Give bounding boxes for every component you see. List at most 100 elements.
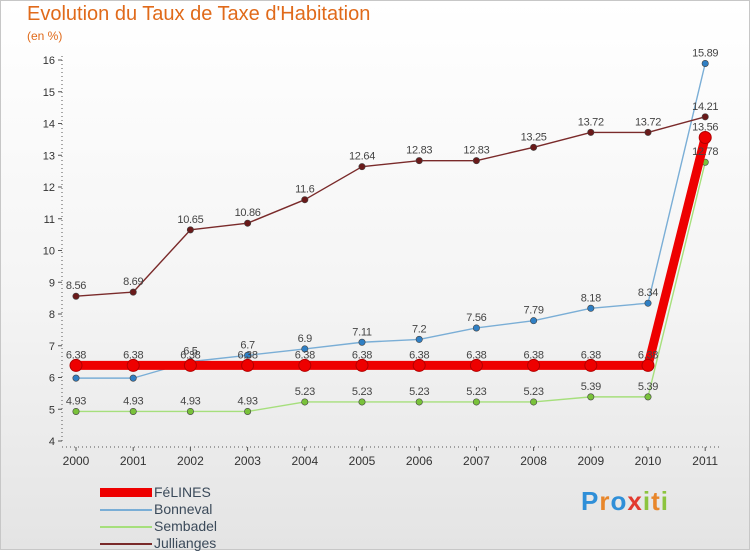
data-label-jullianges: 12.64 <box>349 151 375 163</box>
logo-letter: P <box>581 486 600 516</box>
data-point-sembadel <box>415 398 423 406</box>
legend-label-jullianges: Jullianges <box>154 535 217 551</box>
data-label-f-lines: 6.38 <box>352 349 372 361</box>
logo-letter: o <box>610 486 628 516</box>
data-label-f-lines: 6.38 <box>180 349 200 361</box>
data-point-bonneval <box>415 335 423 343</box>
data-label-f-lines: 6.38 <box>466 349 486 361</box>
data-point-f-lines <box>641 358 655 372</box>
y-tick-label: 12 <box>43 182 55 194</box>
data-label-bonneval: 6.7 <box>240 339 255 351</box>
data-point-sembadel <box>301 398 309 406</box>
logo-letter: t <box>651 486 661 516</box>
data-label-bonneval: 7.2 <box>412 323 427 335</box>
logo-letter: r <box>599 486 611 516</box>
data-point-sembadel <box>358 398 366 406</box>
data-label-bonneval: 15.89 <box>692 47 718 59</box>
x-tick-label: 2011 <box>692 454 718 468</box>
data-point-bonneval <box>244 351 252 359</box>
data-label-bonneval: 8.34 <box>638 287 658 299</box>
legend-label-sembadel: Sembadel <box>154 518 218 534</box>
data-label-sembadel: 5.23 <box>409 386 429 398</box>
y-tick-label: 6 <box>49 373 55 385</box>
data-point-f-lines <box>527 358 541 372</box>
data-point-jullianges <box>701 113 709 121</box>
data-point-sembadel <box>587 393 595 401</box>
data-label-sembadel: 4.93 <box>66 395 86 407</box>
x-tick-label: 2004 <box>291 454 318 468</box>
data-point-f-lines <box>183 358 197 372</box>
data-point-f-lines <box>126 358 140 372</box>
data-label-sembadel: 4.93 <box>180 395 200 407</box>
data-label-jullianges: 14.21 <box>692 101 718 113</box>
data-label-sembadel: 4.93 <box>237 395 257 407</box>
legend-swatch-jullianges <box>100 542 152 545</box>
y-tick-label: 13 <box>43 150 55 162</box>
y-tick-label: 16 <box>43 55 55 67</box>
data-point-sembadel <box>186 407 194 415</box>
data-label-sembadel: 5.39 <box>638 381 658 393</box>
series-line-sembadel <box>75 161 706 413</box>
data-point-sembadel <box>244 407 252 415</box>
data-point-f-lines <box>355 358 369 372</box>
legend-swatch-sembadel <box>100 525 152 528</box>
y-tick-label: 4 <box>49 436 55 448</box>
x-tick-label: 2000 <box>63 454 90 468</box>
data-point-f-lines <box>241 358 255 372</box>
data-point-jullianges <box>472 157 480 165</box>
data-label-bonneval: 7.11 <box>352 326 372 338</box>
data-label-sembadel: 5.23 <box>523 386 543 398</box>
data-label-jullianges: 10.86 <box>235 207 261 219</box>
y-unit-label: (en %) <box>27 29 63 43</box>
data-label-bonneval: 7.56 <box>466 312 486 324</box>
data-point-sembadel <box>72 407 80 415</box>
series-line-f-lines <box>71 132 710 370</box>
data-label-jullianges: 13.25 <box>521 131 547 143</box>
data-point-jullianges <box>358 163 366 171</box>
data-point-f-lines <box>698 130 712 144</box>
data-label-jullianges: 13.72 <box>578 116 604 128</box>
data-point-bonneval <box>129 374 137 382</box>
x-tick-label: 2002 <box>177 454 204 468</box>
data-label-jullianges: 8.56 <box>66 280 86 292</box>
data-label-f-lines: 13.56 <box>692 121 718 133</box>
data-point-jullianges <box>244 219 252 227</box>
legend-swatch-bonneval <box>100 508 152 511</box>
data-label-f-lines: 6.38 <box>523 349 543 361</box>
legend-swatch-f-lines <box>100 488 152 497</box>
logo-letter: x <box>627 486 643 516</box>
data-label-f-lines: 6.38 <box>409 349 429 361</box>
legend-label-bonneval: Bonneval <box>154 501 213 517</box>
data-label-f-lines: 6.38 <box>581 349 601 361</box>
logo-letter: i <box>642 486 652 516</box>
data-point-sembadel <box>530 398 538 406</box>
data-point-jullianges <box>301 196 309 204</box>
data-point-jullianges <box>129 288 137 296</box>
chart-title: Evolution du Taux de Taxe d'Habitation <box>27 3 371 25</box>
data-point-jullianges <box>415 157 423 165</box>
y-tick-label: 8 <box>49 309 55 321</box>
data-point-f-lines <box>69 358 83 372</box>
data-label-f-lines: 6.38 <box>66 349 86 361</box>
series-line-bonneval <box>75 62 706 379</box>
x-tick-label: 2003 <box>234 454 261 468</box>
legend-label-f-lines: FéLINES <box>154 484 211 500</box>
data-label-f-lines: 6.38 <box>638 349 658 361</box>
x-tick-label: 2005 <box>349 454 376 468</box>
data-point-sembadel <box>472 398 480 406</box>
data-point-f-lines <box>584 358 598 372</box>
data-point-bonneval <box>644 299 652 307</box>
data-label-jullianges: 10.65 <box>177 214 203 226</box>
y-tick-label: 15 <box>43 87 55 99</box>
x-tick-label: 2006 <box>406 454 433 468</box>
logo-letter: i <box>660 486 669 516</box>
data-label-jullianges: 12.83 <box>406 145 432 157</box>
data-point-f-lines <box>469 358 483 372</box>
data-label-jullianges: 11.6 <box>295 184 315 196</box>
data-point-bonneval <box>301 345 309 353</box>
data-point-sembadel <box>644 393 652 401</box>
data-point-f-lines <box>412 358 426 372</box>
x-tick-label: 2009 <box>577 454 604 468</box>
data-label-bonneval: 8.18 <box>581 292 601 304</box>
